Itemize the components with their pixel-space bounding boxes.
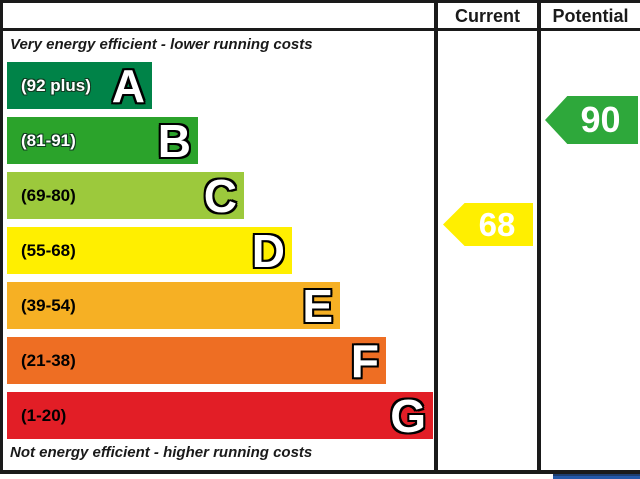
band-b: (81-91) B: [7, 117, 198, 164]
potential-column-header: Potential: [552, 6, 629, 26]
band-f-letter: F: [350, 334, 379, 387]
current-rating-arrow: 68: [443, 203, 533, 246]
potential-column-divider: [537, 0, 541, 470]
band-f-range-label: (21-38): [21, 350, 76, 370]
top-efficiency-note: Very energy efficient - lower running co…: [10, 36, 313, 53]
band-a: (92 plus) A: [7, 62, 152, 109]
current-column-header: Current: [454, 6, 520, 26]
band-e: (39-54) E: [7, 282, 340, 329]
band-b-range-label: (81-91): [21, 130, 76, 150]
table-border-top: [0, 0, 640, 3]
bottom-efficiency-note: Not energy efficient - higher running co…: [10, 444, 313, 461]
current-rating-value: 68: [478, 205, 516, 243]
band-e-range-label: (39-54): [21, 295, 76, 315]
band-g: (1-20) G: [7, 392, 433, 439]
band-d: (55-68) D: [7, 227, 292, 274]
band-g-letter: G: [390, 389, 426, 442]
band-d-range-label: (55-68): [21, 240, 76, 260]
band-c-letter: C: [203, 169, 237, 222]
band-a-letter: A: [111, 59, 145, 112]
band-b-letter: B: [157, 114, 191, 167]
header-bottom-border: [0, 28, 640, 31]
band-a-range-label: (92 plus): [21, 75, 91, 95]
band-f: (21-38) F: [7, 337, 386, 384]
band-c-range-label: (69-80): [21, 185, 76, 205]
table-border-bottom: [0, 470, 640, 474]
current-column-divider: [434, 0, 438, 470]
eu-emblem-partial: [553, 474, 640, 479]
band-e-letter: E: [302, 279, 333, 332]
band-c: (69-80) C: [7, 172, 244, 219]
band-g-range-label: (1-20): [21, 405, 67, 425]
table-border-left: [0, 0, 3, 474]
potential-rating-value: 90: [580, 99, 621, 140]
potential-rating-arrow: 90: [545, 96, 638, 144]
band-d-letter: D: [251, 224, 285, 277]
